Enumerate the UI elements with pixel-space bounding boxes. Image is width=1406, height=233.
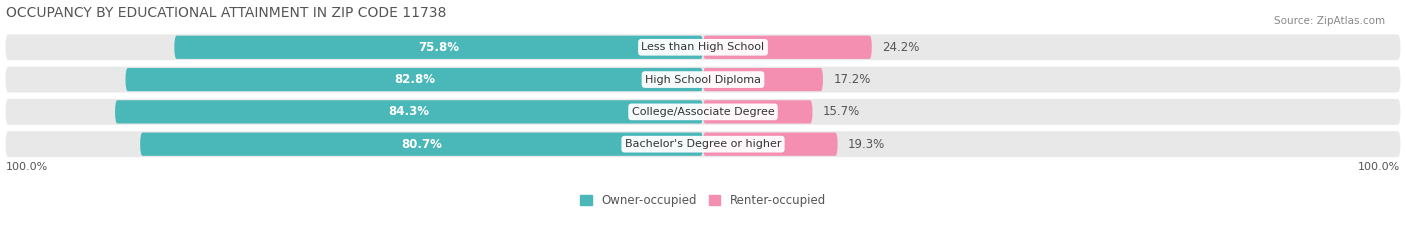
- Text: 15.7%: 15.7%: [823, 105, 860, 118]
- Text: 17.2%: 17.2%: [834, 73, 870, 86]
- FancyBboxPatch shape: [141, 133, 703, 156]
- FancyBboxPatch shape: [6, 131, 1400, 157]
- Text: 84.3%: 84.3%: [388, 105, 429, 118]
- Text: OCCUPANCY BY EDUCATIONAL ATTAINMENT IN ZIP CODE 11738: OCCUPANCY BY EDUCATIONAL ATTAINMENT IN Z…: [6, 6, 446, 20]
- FancyBboxPatch shape: [6, 34, 1400, 60]
- Text: 19.3%: 19.3%: [848, 138, 886, 151]
- Text: 100.0%: 100.0%: [1358, 162, 1400, 172]
- FancyBboxPatch shape: [703, 36, 872, 59]
- Text: High School Diploma: High School Diploma: [645, 75, 761, 85]
- FancyBboxPatch shape: [703, 133, 838, 156]
- FancyBboxPatch shape: [6, 67, 1400, 93]
- Text: Source: ZipAtlas.com: Source: ZipAtlas.com: [1274, 16, 1385, 26]
- Text: 75.8%: 75.8%: [418, 41, 460, 54]
- FancyBboxPatch shape: [6, 99, 1400, 125]
- Text: College/Associate Degree: College/Associate Degree: [631, 107, 775, 117]
- Text: Less than High School: Less than High School: [641, 42, 765, 52]
- FancyBboxPatch shape: [703, 100, 813, 123]
- Text: 24.2%: 24.2%: [882, 41, 920, 54]
- Text: Bachelor's Degree or higher: Bachelor's Degree or higher: [624, 139, 782, 149]
- Text: 80.7%: 80.7%: [401, 138, 441, 151]
- Text: 82.8%: 82.8%: [394, 73, 434, 86]
- Text: 100.0%: 100.0%: [6, 162, 48, 172]
- FancyBboxPatch shape: [115, 100, 703, 123]
- Legend: Owner-occupied, Renter-occupied: Owner-occupied, Renter-occupied: [575, 190, 831, 212]
- FancyBboxPatch shape: [125, 68, 703, 91]
- FancyBboxPatch shape: [703, 68, 823, 91]
- FancyBboxPatch shape: [174, 36, 703, 59]
